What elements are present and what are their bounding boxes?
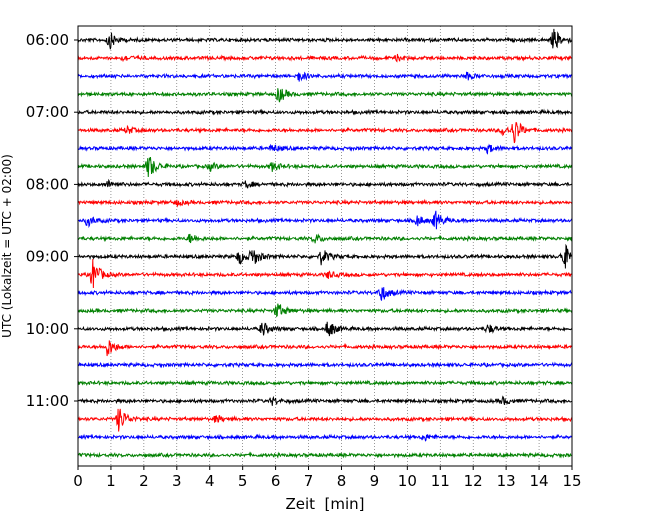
- y-tick-label: 08:00: [26, 175, 69, 193]
- x-tick-label: 8: [337, 472, 347, 490]
- seismogram-trace: [77, 303, 573, 318]
- seismogram-trace: [77, 53, 573, 63]
- seismogram-trace: [77, 361, 573, 369]
- x-tick-label: 9: [370, 472, 380, 490]
- seismogram-trace: [77, 28, 573, 50]
- minute-grid: [110, 26, 540, 466]
- seismogram-trace: [77, 287, 573, 301]
- x-tick-label: 15: [562, 472, 581, 490]
- x-tick-label: 4: [205, 472, 215, 490]
- x-tick-label: 10: [398, 472, 417, 490]
- x-tick-label: 2: [139, 472, 149, 490]
- x-tick-label: 14: [530, 472, 549, 490]
- x-tick-label: 5: [238, 472, 248, 490]
- y-tick-label: 07:00: [26, 103, 69, 121]
- y-axis-label: UTC (Lokalzeit = UTC + 02:00): [0, 154, 14, 338]
- x-tick-label: 13: [497, 472, 516, 490]
- x-tick-label: 12: [464, 472, 483, 490]
- seismogram-trace: [77, 108, 573, 116]
- seismogram-trace: [77, 210, 573, 230]
- y-tick-label: 09:00: [26, 248, 69, 266]
- seismogram-trace: [77, 198, 573, 208]
- x-tick-label: 7: [304, 472, 314, 490]
- seismogram-trace: [77, 321, 573, 337]
- x-tick-label: 0: [73, 472, 83, 490]
- seismogram-trace: [77, 178, 573, 189]
- x-tick-label: 6: [271, 472, 281, 490]
- seismogram-trace: [77, 143, 573, 155]
- seismogram-trace: [77, 156, 573, 178]
- seismogram-traces: [77, 28, 573, 459]
- seismogram-trace: [77, 259, 573, 288]
- x-axis-ticks: 0 1 2 3 4 5 6 7 8 9 10 11 12 13 14 15: [73, 466, 582, 490]
- seismogram-trace: [77, 71, 573, 82]
- y-tick-label: 11:00: [26, 392, 69, 410]
- seismogram-trace: [77, 379, 573, 387]
- seismogram-trace: [77, 340, 573, 357]
- seismogram-trace: [77, 433, 573, 442]
- seismogram-trace: [77, 451, 573, 459]
- x-tick-label: 1: [106, 472, 116, 490]
- y-tick-label: 06:00: [26, 31, 69, 49]
- x-tick-label: 11: [431, 472, 450, 490]
- y-tick-label: 10:00: [26, 320, 69, 338]
- x-tick-label: 3: [172, 472, 182, 490]
- y-axis-ticks: 06:00 07:00 08:00 09:00 10:00 11:00: [26, 31, 78, 410]
- seismogram-trace: [77, 122, 573, 144]
- seismogram-trace: [77, 88, 573, 103]
- seismogram-trace: [77, 243, 573, 269]
- seismogram-trace: [77, 233, 573, 244]
- seismogram-trace: [77, 395, 573, 406]
- plot-frame: [77, 25, 573, 467]
- x-axis-label: Zeit [min]: [285, 495, 364, 513]
- seismogram-trace: [77, 408, 573, 432]
